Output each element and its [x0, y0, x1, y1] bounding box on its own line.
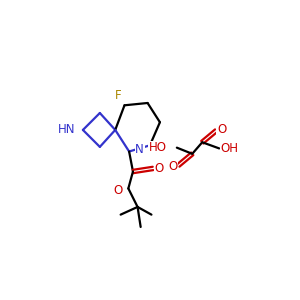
Text: HO: HO [149, 141, 167, 154]
Text: O: O [217, 123, 226, 136]
Text: F: F [115, 89, 122, 102]
Text: O: O [168, 160, 178, 173]
Text: O: O [113, 184, 122, 196]
Text: O: O [154, 162, 164, 175]
Text: OH: OH [220, 142, 238, 155]
Text: HN: HN [58, 123, 75, 136]
Text: N: N [135, 143, 144, 157]
